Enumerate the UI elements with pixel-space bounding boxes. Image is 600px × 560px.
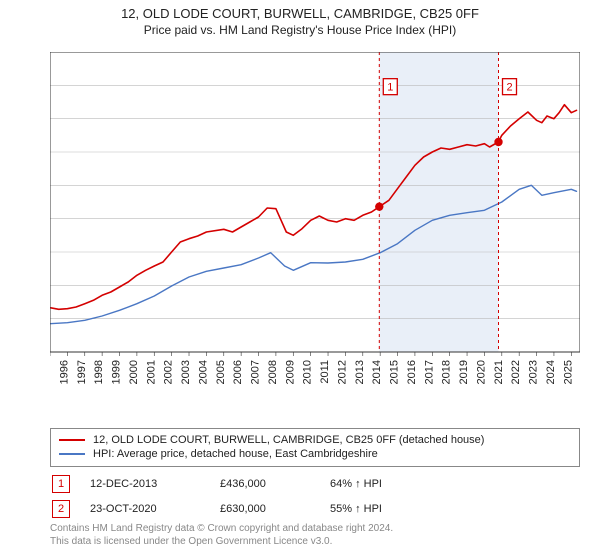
svg-text:2015: 2015 (389, 360, 401, 384)
svg-text:2003: 2003 (180, 360, 192, 384)
footer: Contains HM Land Registry data © Crown c… (50, 522, 580, 548)
svg-text:2021: 2021 (493, 360, 505, 384)
sale-date: 12-DEC-2013 (90, 478, 220, 490)
svg-text:2020: 2020 (475, 360, 487, 384)
svg-text:2016: 2016 (406, 360, 418, 384)
svg-text:2008: 2008 (267, 360, 279, 384)
svg-text:1996: 1996 (58, 360, 70, 384)
svg-text:2018: 2018 (441, 360, 453, 384)
svg-text:2: 2 (506, 82, 512, 94)
svg-text:1998: 1998 (93, 360, 105, 384)
svg-text:1999: 1999 (111, 360, 123, 384)
svg-text:2024: 2024 (545, 360, 557, 384)
title-line-1: 12, OLD LODE COURT, BURWELL, CAMBRIDGE, … (0, 6, 600, 23)
legend-item: HPI: Average price, detached house, East… (59, 447, 571, 461)
sale-marker-1 (375, 202, 383, 210)
legend-label: 12, OLD LODE COURT, BURWELL, CAMBRIDGE, … (93, 434, 484, 446)
chart-svg: £0£100K£200K£300K£400K£500K£600K£700K£80… (50, 52, 580, 384)
svg-text:2025: 2025 (562, 360, 574, 384)
sale-price: £436,000 (220, 478, 330, 490)
svg-text:1995: 1995 (50, 360, 53, 384)
svg-text:2022: 2022 (510, 360, 522, 384)
legend-item: 12, OLD LODE COURT, BURWELL, CAMBRIDGE, … (59, 433, 571, 447)
svg-text:2017: 2017 (423, 360, 435, 384)
sale-date: 23-OCT-2020 (90, 503, 220, 515)
svg-text:2009: 2009 (284, 360, 296, 384)
svg-text:2011: 2011 (319, 360, 331, 384)
legend-swatch (59, 453, 85, 455)
container: 12, OLD LODE COURT, BURWELL, CAMBRIDGE, … (0, 0, 600, 560)
svg-text:2001: 2001 (145, 360, 157, 384)
svg-text:2014: 2014 (371, 360, 383, 384)
sale-row: 2 23-OCT-2020£630,00055% ↑ HPI (50, 497, 580, 522)
footer-line-1: Contains HM Land Registry data © Crown c… (50, 522, 580, 535)
sale-number-box: 1 (52, 475, 70, 493)
sales-table: 1 12-DEC-2013£436,00064% ↑ HPI 2 23-OCT-202… (50, 472, 580, 522)
svg-text:2013: 2013 (354, 360, 366, 384)
svg-text:1: 1 (387, 82, 393, 94)
sale-delta: 55% ↑ HPI (330, 503, 382, 515)
svg-text:2002: 2002 (163, 360, 175, 384)
sale-number-box: 2 (52, 500, 70, 518)
svg-text:2019: 2019 (458, 360, 470, 384)
svg-text:2004: 2004 (197, 360, 209, 384)
chart-titles: 12, OLD LODE COURT, BURWELL, CAMBRIDGE, … (0, 0, 600, 38)
sale-price: £630,000 (220, 503, 330, 515)
footer-line-2: This data is licensed under the Open Gov… (50, 535, 580, 548)
svg-text:2005: 2005 (215, 360, 227, 384)
sale-delta: 64% ↑ HPI (330, 478, 382, 490)
svg-text:2012: 2012 (336, 360, 348, 384)
svg-text:1997: 1997 (76, 360, 88, 384)
sale-row: 1 12-DEC-2013£436,00064% ↑ HPI (50, 472, 580, 497)
legend: 12, OLD LODE COURT, BURWELL, CAMBRIDGE, … (50, 428, 580, 467)
chart-plot: £0£100K£200K£300K£400K£500K£600K£700K£80… (50, 52, 580, 384)
svg-text:2023: 2023 (528, 360, 540, 384)
legend-label: HPI: Average price, detached house, East… (93, 448, 378, 460)
sale-marker-2 (494, 138, 502, 146)
svg-text:2000: 2000 (128, 360, 140, 384)
title-line-2: Price paid vs. HM Land Registry's House … (0, 23, 600, 39)
svg-text:2006: 2006 (232, 360, 244, 384)
svg-text:2010: 2010 (302, 360, 314, 384)
legend-swatch (59, 439, 85, 441)
svg-text:2007: 2007 (250, 360, 262, 384)
